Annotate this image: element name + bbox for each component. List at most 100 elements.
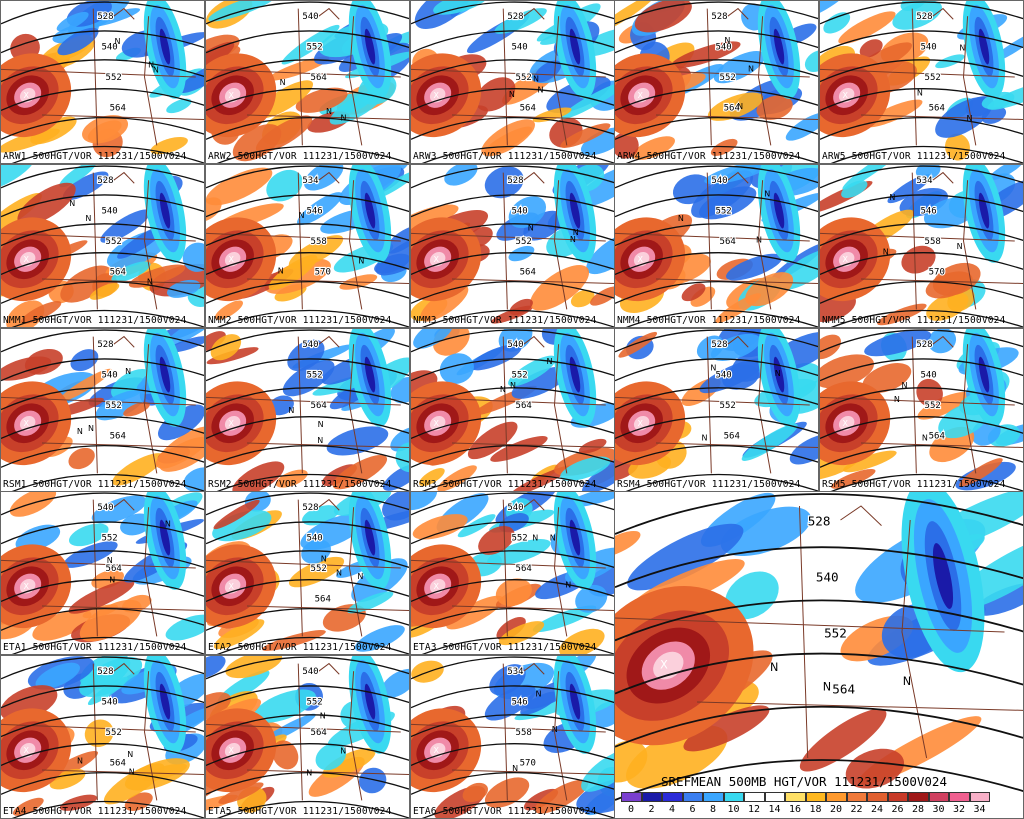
warm-vorticity-blob bbox=[232, 124, 282, 162]
panel-label: NMM4 500HGT/VOR 111231/1500V024 bbox=[617, 315, 801, 326]
ensemble-panel: 528 540 552 564 N N N X ETA4 500HGT/VOR 111231/1… bbox=[0, 655, 205, 819]
vorticity-min-marker: N bbox=[537, 86, 543, 95]
vorticity-min-marker: N bbox=[340, 746, 346, 755]
panel-label: ARW3 500HGT/VOR 111231/1500V024 bbox=[413, 151, 597, 162]
warm-vorticity-blob bbox=[419, 468, 445, 487]
panel-label: RSM5 500HGT/VOR 111231/1500V024 bbox=[822, 479, 1006, 490]
cool-vorticity-blob bbox=[395, 442, 409, 473]
legend-tick: 20 bbox=[829, 804, 843, 815]
cool-vorticity-blob bbox=[508, 196, 547, 229]
contour-label: 552 bbox=[306, 371, 322, 381]
contour-label: 564 bbox=[516, 401, 532, 411]
contour-label: 552 bbox=[925, 401, 941, 411]
cool-vorticity-blob bbox=[927, 329, 957, 354]
vorticity-max-marker: X bbox=[229, 91, 235, 100]
state-borders bbox=[206, 662, 409, 801]
warm-vorticity-blob bbox=[32, 609, 92, 641]
contour-label: 564 bbox=[110, 267, 126, 277]
vorticity-min-marker: N bbox=[903, 675, 911, 688]
cool-vorticity-band bbox=[773, 28, 785, 65]
height-contours bbox=[615, 1, 818, 163]
legend-swatch bbox=[682, 792, 703, 802]
cool-vorticity-band bbox=[978, 356, 990, 393]
warm-vorticity-blob bbox=[534, 779, 589, 814]
vorticity-min-marker: N bbox=[358, 256, 364, 265]
height-contours bbox=[1, 1, 204, 163]
cool-vorticity-blob bbox=[59, 165, 97, 188]
warm-vorticity-blob bbox=[60, 265, 113, 303]
warm-vorticity-blob bbox=[864, 99, 923, 128]
vorticity-min-marker: N bbox=[889, 193, 895, 202]
contour-label: 540 bbox=[507, 503, 523, 513]
contour-label: 564 bbox=[106, 564, 122, 574]
cool-vorticity-blob bbox=[411, 492, 438, 511]
vorticity-max-marker: X bbox=[638, 419, 644, 428]
cool-vorticity-band bbox=[159, 192, 171, 229]
cool-vorticity-blob bbox=[820, 1, 847, 20]
legend-tick: 34 bbox=[973, 804, 986, 815]
legend-swatch bbox=[785, 792, 806, 802]
panel-label: RSM3 500HGT/VOR 111231/1500V024 bbox=[413, 479, 597, 490]
legend-swatch bbox=[826, 792, 847, 802]
warm-vorticity-blob bbox=[634, 1, 692, 33]
contour-label: 552 bbox=[516, 73, 532, 83]
legend-swatch bbox=[805, 792, 826, 802]
vorticity-min-marker: N bbox=[883, 248, 889, 257]
cool-vorticity-blob bbox=[413, 329, 454, 349]
warm-vorticity-blob bbox=[150, 136, 188, 155]
contour-label: 570 bbox=[929, 267, 945, 277]
warm-vorticity-blob bbox=[210, 334, 242, 361]
cool-vorticity-band bbox=[773, 192, 785, 229]
vorticity-max-marker: X bbox=[24, 91, 30, 100]
ensemble-panel: 540 552 564 N N N X ETA3 500HGT/VOR 111231/1500… bbox=[410, 491, 615, 655]
vorticity-min-marker: N bbox=[536, 690, 542, 699]
cool-vorticity-band bbox=[364, 356, 376, 393]
vorticity-max-marker: X bbox=[229, 582, 235, 591]
ensemble-panel: 534 546 558 570 N N N X NMM5 500HGT/VOR 111231/1… bbox=[819, 164, 1024, 328]
cool-vorticity-blob bbox=[580, 127, 614, 156]
warm-vorticity-blob bbox=[715, 293, 761, 323]
cool-vorticity-band bbox=[978, 192, 990, 229]
warm-vorticity-blob bbox=[681, 283, 706, 302]
vorticity-min-marker: N bbox=[573, 228, 579, 237]
cool-vorticity-blob bbox=[390, 426, 409, 452]
contour-label: 564 bbox=[315, 594, 331, 604]
vorticity-min-marker: N bbox=[565, 580, 571, 589]
warm-vorticity-blob bbox=[272, 740, 299, 770]
contour-label: 540 bbox=[920, 371, 936, 381]
cool-vorticity-band bbox=[159, 356, 171, 393]
cool-vorticity-blob bbox=[57, 27, 99, 56]
cool-vorticity-blob bbox=[841, 180, 868, 198]
height-contours bbox=[206, 492, 409, 654]
cool-vorticity-blob bbox=[691, 170, 754, 218]
ensemble-panel: 528 540 552 564 N N N X RSM4 500HGT/VOR 111231/1… bbox=[614, 328, 819, 492]
vorticity-min-marker: N bbox=[510, 381, 516, 390]
cool-vorticity-blob bbox=[157, 404, 204, 441]
height-contours bbox=[1, 329, 204, 491]
panel-label: ETA2 500HGT/VOR 111231/1500V024 bbox=[208, 642, 392, 653]
cool-vorticity-blob bbox=[166, 98, 192, 114]
ensemble-panel: 528 540 552 564 N N N X ARW4 500HGT/VOR 111231/1… bbox=[614, 0, 819, 164]
legend-swatch bbox=[703, 792, 724, 802]
legend-tick: 6 bbox=[689, 804, 696, 815]
vorticity-min-marker: N bbox=[341, 113, 347, 122]
contour-label: 552 bbox=[824, 626, 847, 641]
vorticity-max-marker: X bbox=[24, 255, 30, 264]
height-contours bbox=[206, 656, 409, 818]
contour-label: 528 bbox=[711, 340, 727, 350]
contour-label: 564 bbox=[832, 682, 855, 697]
panel-label: RSM4 500HGT/VOR 111231/1500V024 bbox=[617, 479, 801, 490]
contour-label: 564 bbox=[520, 103, 536, 113]
contour-label: 564 bbox=[311, 73, 327, 83]
ensemble-panel: 528 540 552 564 N N N X ARW3 500HGT/VOR 111231/1… bbox=[410, 0, 615, 164]
vorticity-min-marker: N bbox=[127, 750, 133, 759]
ensemble-panel: 540 552 564 N N N X ETA5 500HGT/VOR 111231/1500… bbox=[205, 655, 410, 819]
cool-vorticity-blob bbox=[326, 426, 389, 456]
